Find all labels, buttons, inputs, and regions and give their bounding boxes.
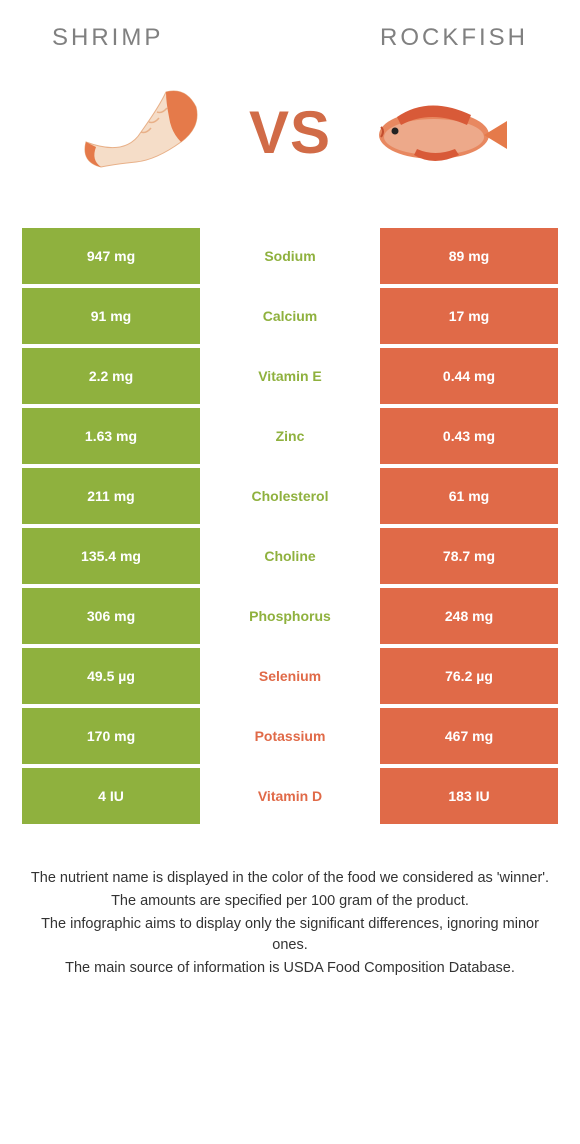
right-value: 78.7 mg bbox=[380, 528, 558, 584]
nutrient-name: Calcium bbox=[200, 288, 380, 344]
right-value: 0.44 mg bbox=[380, 348, 558, 404]
left-value: 49.5 µg bbox=[22, 648, 200, 704]
nutrient-row: 211 mgCholesterol61 mg bbox=[22, 468, 558, 524]
nutrient-row: 135.4 mgCholine78.7 mg bbox=[22, 528, 558, 584]
footnotes: The nutrient name is displayed in the co… bbox=[0, 828, 580, 979]
footnote-line: The nutrient name is displayed in the co… bbox=[30, 868, 550, 889]
nutrient-row: 4 IUVitamin D183 IU bbox=[22, 768, 558, 824]
nutrient-name: Selenium bbox=[200, 648, 380, 704]
left-value: 306 mg bbox=[22, 588, 200, 644]
nutrient-row: 2.2 mgVitamin E0.44 mg bbox=[22, 348, 558, 404]
right-value: 17 mg bbox=[380, 288, 558, 344]
footnote-line: The infographic aims to display only the… bbox=[30, 914, 550, 956]
shrimp-image bbox=[71, 72, 221, 192]
right-value: 89 mg bbox=[380, 228, 558, 284]
header-row: Shrimp Rockfish bbox=[0, 0, 580, 62]
right-value: 0.43 mg bbox=[380, 408, 558, 464]
left-value: 91 mg bbox=[22, 288, 200, 344]
nutrient-row: 947 mgSodium89 mg bbox=[22, 228, 558, 284]
nutrient-name: Phosphorus bbox=[200, 588, 380, 644]
left-food-title: Shrimp bbox=[52, 24, 163, 52]
right-food-title: Rockfish bbox=[380, 24, 528, 52]
nutrient-row: 1.63 mgZinc0.43 mg bbox=[22, 408, 558, 464]
nutrient-name: Zinc bbox=[200, 408, 380, 464]
nutrient-row: 49.5 µgSelenium76.2 µg bbox=[22, 648, 558, 704]
nutrient-name: Vitamin D bbox=[200, 768, 380, 824]
nutrient-table: 947 mgSodium89 mg91 mgCalcium17 mg2.2 mg… bbox=[0, 228, 580, 824]
nutrient-name: Vitamin E bbox=[200, 348, 380, 404]
nutrient-name: Choline bbox=[200, 528, 380, 584]
nutrient-row: 91 mgCalcium17 mg bbox=[22, 288, 558, 344]
nutrient-name: Potassium bbox=[200, 708, 380, 764]
infographic-root: Shrimp Rockfish VS bbox=[0, 0, 580, 979]
left-value: 135.4 mg bbox=[22, 528, 200, 584]
right-value: 248 mg bbox=[380, 588, 558, 644]
nutrient-name: Sodium bbox=[200, 228, 380, 284]
vs-row: VS bbox=[0, 62, 580, 228]
rockfish-image bbox=[359, 72, 509, 192]
nutrient-row: 170 mgPotassium467 mg bbox=[22, 708, 558, 764]
left-value: 1.63 mg bbox=[22, 408, 200, 464]
left-value: 4 IU bbox=[22, 768, 200, 824]
left-value: 211 mg bbox=[22, 468, 200, 524]
rockfish-icon bbox=[359, 87, 509, 177]
right-value: 76.2 µg bbox=[380, 648, 558, 704]
vs-label: VS bbox=[249, 98, 331, 167]
footnote-line: The amounts are specified per 100 gram o… bbox=[30, 891, 550, 912]
left-value: 2.2 mg bbox=[22, 348, 200, 404]
nutrient-name: Cholesterol bbox=[200, 468, 380, 524]
left-value: 947 mg bbox=[22, 228, 200, 284]
right-value: 61 mg bbox=[380, 468, 558, 524]
nutrient-row: 306 mgPhosphorus248 mg bbox=[22, 588, 558, 644]
right-value: 183 IU bbox=[380, 768, 558, 824]
shrimp-icon bbox=[71, 72, 221, 192]
left-value: 170 mg bbox=[22, 708, 200, 764]
footnote-line: The main source of information is USDA F… bbox=[30, 958, 550, 979]
right-value: 467 mg bbox=[380, 708, 558, 764]
